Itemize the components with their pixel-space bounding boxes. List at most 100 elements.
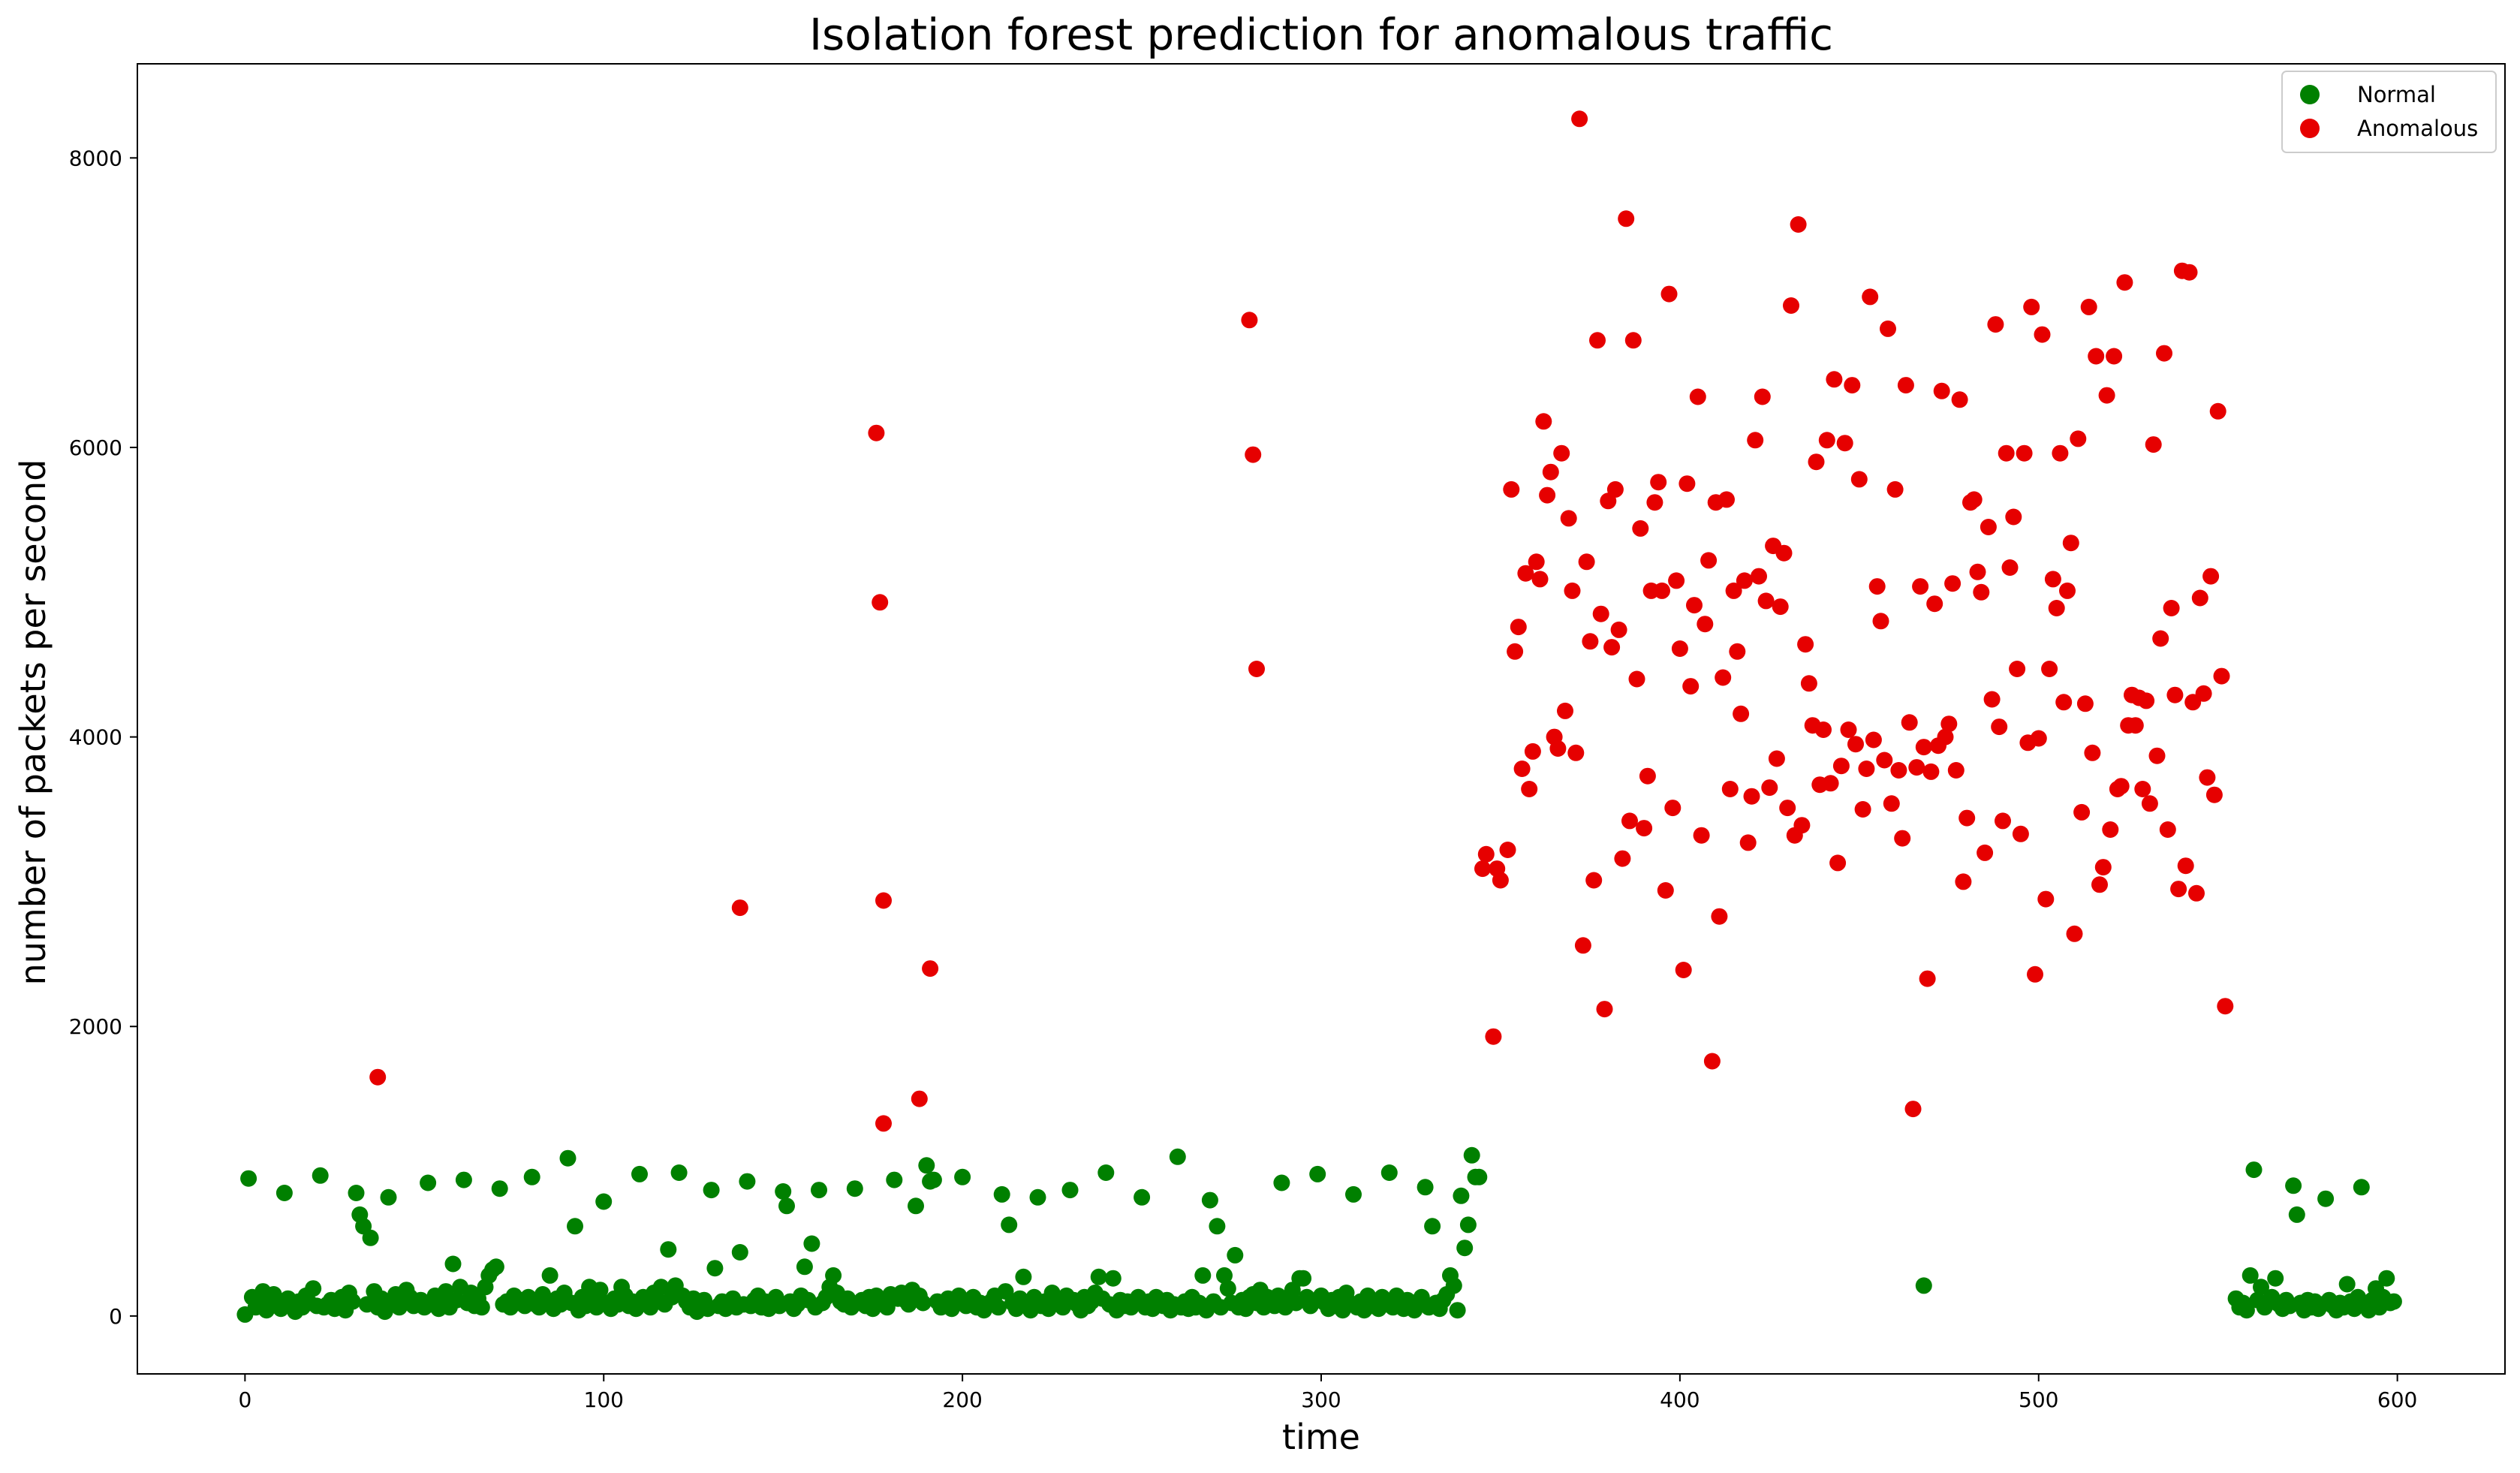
data-point [868,424,885,441]
data-point [825,1267,842,1284]
data-point [1660,285,1678,303]
data-point [925,1171,942,1188]
data-point [1668,572,1685,589]
data-point [1826,371,1843,388]
data-point [1380,1164,1398,1181]
data-point [2166,686,2184,703]
y-tick-label: 4000 [69,725,122,750]
data-point [2209,402,2226,420]
data-point [1654,582,1670,599]
data-point [1872,613,1889,630]
data-point [2141,795,2158,812]
data-point [1800,675,1817,692]
data-point [1657,882,1674,899]
data-point [1832,758,1850,775]
data-point [567,1218,583,1235]
x-tick-label: 600 [2377,1387,2417,1412]
data-point [2205,786,2223,803]
data-point [1474,860,1491,878]
data-point [1998,444,2015,462]
data-point [1029,1188,1046,1206]
data-point [875,892,892,909]
data-point [631,1165,648,1182]
data-point [2170,881,2187,898]
x-tick-label: 500 [2019,1387,2058,1412]
data-point [348,1185,365,1201]
x-tick-label: 0 [238,1387,251,1412]
data-point [1926,595,1943,613]
data-point [1987,316,2004,333]
data-point [846,1180,863,1197]
data-point [2055,694,2073,711]
data-point [1539,486,1556,504]
data-point [670,1164,688,1181]
data-point [1689,388,1706,405]
data-point [1646,494,1663,511]
data-point [2041,661,2058,677]
data-point [1553,444,1570,462]
data-point [2116,274,2133,291]
data-point [1574,937,1591,954]
y-tick-label: 6000 [69,435,122,460]
data-point [1201,1191,1218,1209]
data-point [1485,1028,1502,1045]
data-point [2037,890,2055,908]
data-point [1015,1268,1032,1285]
data-point [1507,643,1524,660]
data-point [380,1188,397,1206]
data-point [1965,491,1983,508]
data-point [875,1115,892,1132]
data-point [1589,332,1606,349]
data-point [1897,377,1914,394]
data-point [1632,520,1649,537]
data-point [1621,812,1638,830]
data-point [2317,1190,2335,1207]
data-point [911,1090,928,1107]
data-point [1969,563,1986,580]
data-point [1862,288,1879,306]
data-point [1542,463,1559,480]
data-point [1001,1216,1018,1234]
data-point [1445,1277,1462,1294]
data-point [1664,800,1682,817]
data-point [1951,391,1968,408]
data-point [1886,480,1904,498]
data-point [2338,1276,2356,1293]
data-point [2238,1302,2255,1319]
data-point [731,899,748,917]
data-point [2059,582,2076,599]
data-point [1682,678,1700,695]
data-point [1456,1240,1474,1257]
data-point [1908,759,1925,776]
data-point [1747,432,1764,449]
data-point [1858,761,1875,777]
data-point [2188,884,2205,902]
data-point [1836,435,1853,452]
data-point [2378,1270,2395,1287]
data-point [1471,1168,1488,1185]
data-point [1477,845,1495,863]
data-point [1973,583,1990,601]
data-point [1194,1267,1212,1284]
data-point [1783,297,1799,314]
data-point [1729,643,1746,660]
data-point [1751,568,1767,585]
data-point [1822,775,1839,792]
data-point [2156,345,2172,362]
data-point [2163,600,2180,616]
data-point [2009,661,2026,677]
data-point [989,1299,1007,1316]
data-point [1459,1216,1477,1234]
chart-title: Isolation forest prediction for anomalou… [809,9,1833,60]
data-point [1245,446,1262,463]
data-point [1618,210,1635,227]
data-point [1424,1218,1441,1235]
x-tick-label: 100 [584,1387,624,1412]
data-point [2084,744,2101,761]
data-point [1603,639,1621,656]
data-point [1818,432,1835,449]
data-point [796,1258,813,1276]
data-point [2012,825,2029,842]
data-point [1955,873,1972,890]
data-point [1578,553,1595,571]
